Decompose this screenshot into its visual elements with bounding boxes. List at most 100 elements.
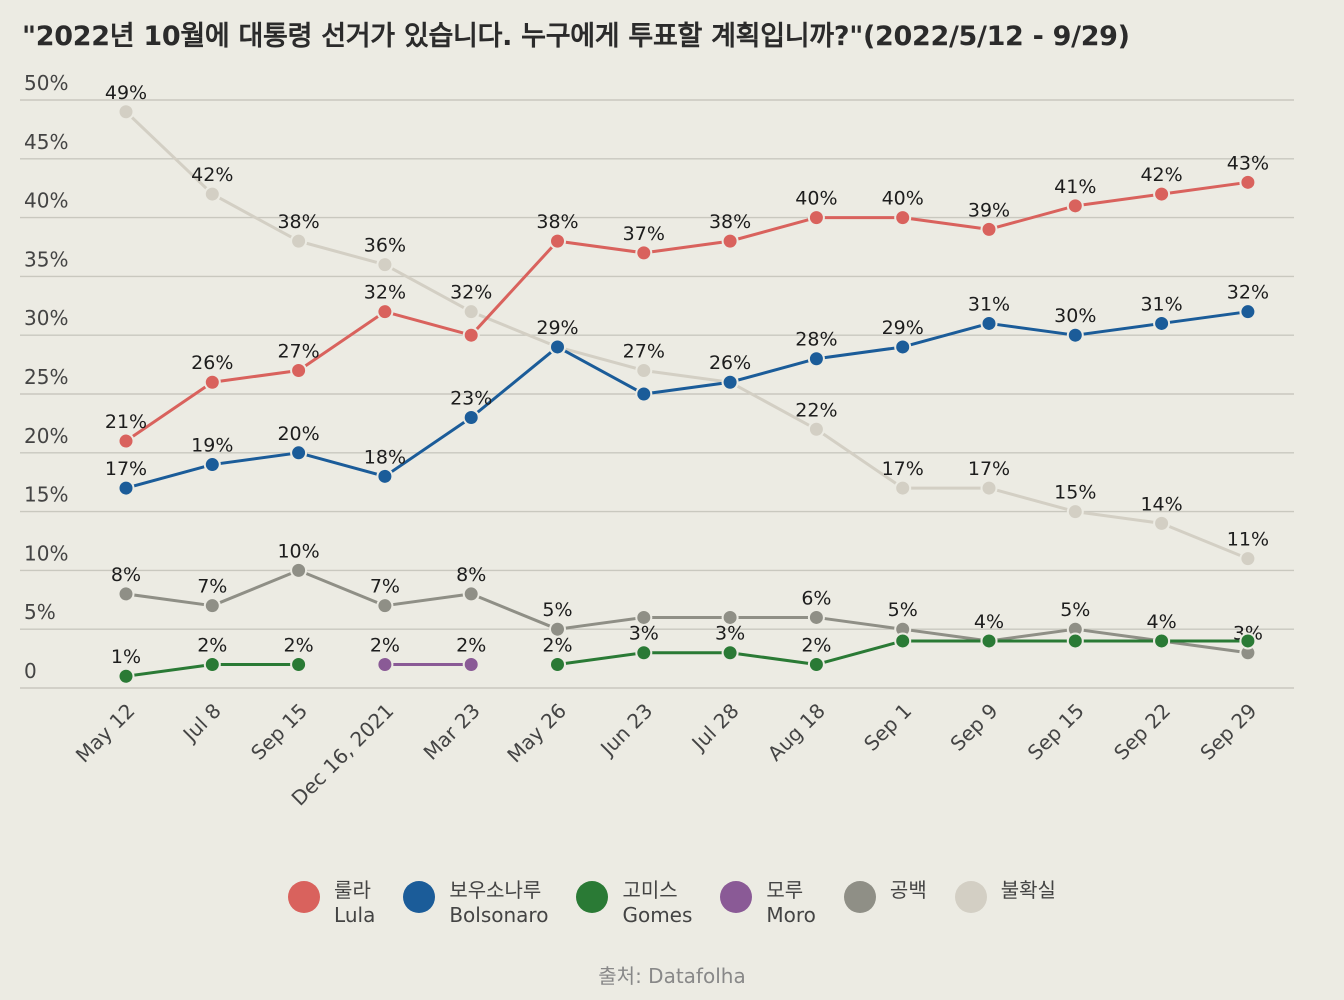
data-point-undecided [376,256,394,274]
data-point-bolsonaro [376,467,394,485]
data-point-blank [117,585,135,603]
y-tick-label: 15% [24,483,68,507]
data-point-gomes [290,655,308,673]
data-label-bolsonaro: 32% [1227,282,1269,304]
data-label-bolsonaro: 23% [450,388,492,410]
y-tick-label: 30% [24,306,68,330]
data-point-lula [894,209,912,227]
legend-item-undecided: 불확실 [954,878,1056,928]
data-label-lula: 41% [1054,176,1096,198]
data-label-lula: 32% [364,282,406,304]
data-point-blank [635,608,653,626]
data-point-lula [1066,197,1084,215]
data-label-lula: 42% [1140,164,1182,186]
data-label-gomes: 2% [284,634,314,656]
data-label-blank: 8% [456,564,486,586]
data-point-blank [549,620,566,638]
data-point-bolsonaro [807,350,825,368]
data-point-blank [807,608,825,626]
data-label-lula: 38% [536,211,578,233]
data-point-gomes [635,644,653,662]
legend-swatch [576,881,609,913]
data-point-bolsonaro [549,338,566,356]
x-tick-label: Sep 1 [859,699,916,756]
data-label-moro: 2% [370,634,400,656]
legend-swatch [288,881,321,913]
data-point-undecided [807,420,825,438]
data-label-blank: 7% [197,576,227,598]
series-line-blank [125,568,1249,655]
data-label-gomes: 2% [801,634,831,656]
x-tick-label: Sep 29 [1195,699,1261,765]
data-point-lula [290,361,308,379]
y-tick-label: 50% [24,71,68,95]
legend-swatch [720,881,753,913]
data-point-blank [203,597,221,615]
data-label-blank: 8% [111,564,141,586]
data-label-bolsonaro: 18% [364,446,406,468]
data-label-undecided: 14% [1140,493,1182,515]
y-tick-label: 5% [24,600,56,624]
data-label-lula: 21% [105,411,147,433]
data-label-lula: 43% [1227,152,1269,174]
data-point-undecided [1239,550,1257,568]
data-label-undecided: 11% [1227,529,1269,551]
data-label-bolsonaro: 29% [882,317,924,339]
data-point-lula [376,303,394,321]
data-label-undecided: 17% [882,458,924,480]
x-tick-label: Jul 28 [686,699,744,757]
data-label-blank: 6% [801,587,831,609]
x-tick-label: May 26 [502,699,571,768]
data-label-bolsonaro: 28% [795,329,837,351]
legend-item-gomes: 고미스 Gomes [576,878,692,928]
data-label-bolsonaro: 31% [968,293,1010,315]
legend-label: 보우소나루 [449,878,542,902]
data-point-bolsonaro [1239,303,1257,321]
data-point-lula [721,232,739,250]
data-label-lula: 37% [623,223,665,245]
legend-label: 고미스 [622,878,678,902]
data-point-lula [203,373,221,391]
data-point-undecided [462,303,480,321]
y-tick-label: 20% [24,424,68,448]
data-label-lula: 27% [277,340,319,362]
data-label-lula: 40% [882,188,924,210]
data-label-undecided: 38% [277,211,319,233]
data-label-blank: 5% [542,599,572,621]
x-tick-label: Sep 9 [945,699,1002,756]
legend-label: 룰라 [334,878,371,902]
data-point-gomes [1153,632,1171,650]
legend-sublabel: Bolsonaro [449,903,549,927]
data-label-undecided: 22% [795,399,837,421]
x-tick-label: Sep 22 [1109,699,1175,765]
legend-sublabel: Moro [766,903,816,927]
data-label-lula: 38% [709,211,751,233]
data-label-lula: 39% [968,199,1010,221]
x-tick-label: Sep 15 [1023,699,1089,765]
data-point-bolsonaro [290,444,308,462]
data-point-gomes [117,667,135,685]
data-point-bolsonaro [462,409,480,427]
data-point-lula [635,244,653,262]
data-label-gomes: 3% [715,623,745,645]
data-point-lula [980,220,998,238]
x-tick-label: Aug 18 [763,699,830,766]
data-point-moro [462,655,480,673]
source-note: 출처: Datafolha [598,964,746,988]
data-label-undecided: 26% [709,352,751,374]
legend: 룰라 Lula 보우소나루 Bolsonaro 고미스 Gomes 모루 Moro 공백 불확실 [0,878,1344,928]
data-label-undecided: 15% [1054,482,1096,504]
data-label-blank: 7% [370,576,400,598]
series-line-lula [125,180,1249,443]
line-chart: 0 5% 10% 15% 20% 25% 30% 35% 40% 45% 50% May 12 Jul … [20,71,1294,810]
data-point-blank [721,608,739,626]
data-point-bolsonaro [980,314,998,332]
data-label-blank: 4% [1147,611,1177,633]
data-point-lula [1153,185,1171,203]
legend-sublabel: Lula [334,903,376,927]
data-label-gomes: 1% [111,646,141,668]
data-point-gomes [721,644,739,662]
data-label-bolsonaro: 17% [105,458,147,480]
data-label-bolsonaro: 20% [277,423,319,445]
